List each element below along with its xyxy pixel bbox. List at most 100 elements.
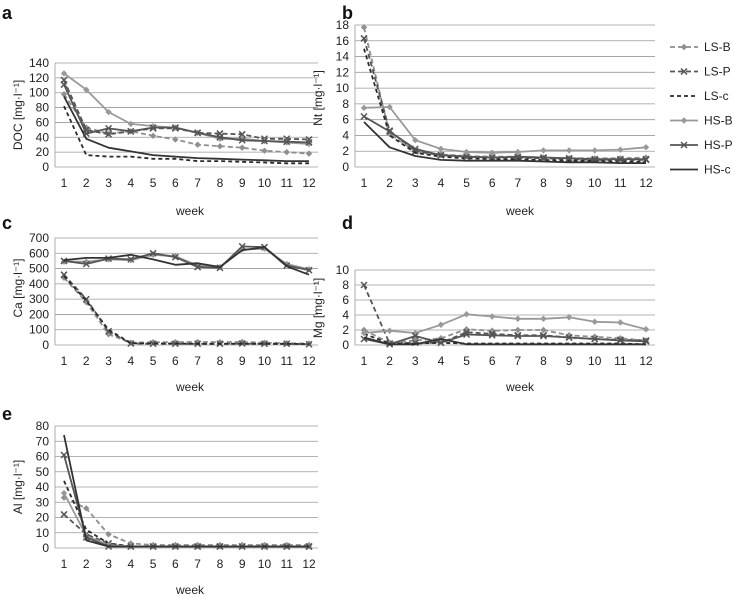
x-tick-label: 7 [514, 354, 521, 368]
series-hs-c [363, 336, 646, 346]
data-point [437, 321, 445, 328]
data-point [488, 331, 496, 339]
x-tick-label: 10 [588, 354, 602, 368]
legend-item-ls-c: LS-c [670, 89, 729, 103]
x-tick-label: 1 [61, 354, 68, 368]
data-point [514, 326, 522, 334]
series-line-ls-p [363, 284, 647, 345]
panel-letter-b: b [342, 3, 353, 23]
series-ls-p [360, 281, 650, 348]
data-point [149, 249, 157, 257]
series-line-hs-c [63, 246, 310, 276]
data-point [360, 112, 368, 121]
legend-label: LS-B [704, 40, 731, 54]
x-tick-label: 12 [639, 176, 653, 190]
series-ls-p [60, 76, 313, 144]
data-point [60, 489, 68, 497]
x-tick-label: 8 [217, 176, 224, 190]
y-tick-label: 60 [36, 450, 50, 464]
data-point [238, 144, 246, 151]
x-tick-label: 5 [463, 176, 470, 190]
y-tick-label: 100 [29, 323, 49, 337]
data-point [386, 103, 393, 111]
x-tick-label: 5 [150, 176, 157, 190]
data-point [463, 153, 471, 161]
x-tick-label: 8 [540, 354, 547, 368]
data-point [540, 326, 547, 334]
data-point [463, 330, 471, 339]
series-line-ls-c [63, 480, 309, 548]
x-tick-label: 9 [239, 557, 246, 571]
series-line-ls-b [363, 328, 647, 344]
series-line-hs-p [363, 115, 646, 160]
x-tick-label: 2 [83, 557, 90, 571]
y-tick-label: 4 [342, 128, 349, 142]
y-tick-label: 18 [336, 18, 350, 32]
x-tick-label: 6 [172, 176, 179, 190]
data-point [488, 149, 496, 156]
series-hs-p [60, 451, 313, 551]
data-point [194, 141, 201, 148]
data-point [105, 541, 112, 549]
x-tick-label: 6 [489, 176, 496, 190]
y-axis-label: DOC [mg·l⁻¹] [11, 80, 25, 150]
data-point [60, 81, 68, 89]
data-point [172, 136, 179, 143]
data-point [437, 145, 445, 153]
y-tick-label: 14 [336, 50, 350, 64]
panel-letter-d: d [342, 213, 353, 233]
data-point [617, 319, 624, 326]
data-point [194, 129, 202, 137]
series-line-hs-c [363, 336, 646, 346]
data-point [411, 332, 419, 340]
data-point [283, 148, 290, 156]
x-axis-label: week [175, 380, 205, 394]
x-tick-label: 11 [280, 176, 293, 190]
series-ls-c [363, 48, 646, 163]
series-hs-b [60, 489, 313, 550]
x-tick-label: 11 [280, 354, 293, 368]
y-tick-label: 600 [29, 246, 49, 260]
y-tick-label: 0 [42, 160, 49, 174]
series-line-hs-b [64, 247, 310, 271]
data-point [260, 137, 268, 145]
panel-letter-a: a [2, 3, 13, 23]
series-hs-c [63, 434, 309, 548]
series-ls-c [63, 105, 309, 165]
x-tick-label: 5 [463, 354, 470, 368]
data-point [642, 144, 650, 151]
y-tick-label: 6 [342, 113, 349, 127]
y-tick-label: 2 [342, 144, 349, 158]
data-point [360, 104, 368, 112]
series-hs-b [60, 70, 313, 148]
x-tick-label: 8 [217, 354, 224, 368]
data-point [565, 147, 573, 154]
y-tick-label: 700 [29, 231, 49, 245]
x-tick-label: 4 [438, 176, 445, 190]
x-tick-label: 4 [438, 354, 445, 368]
x-tick-label: 6 [489, 354, 496, 368]
data-point [642, 155, 650, 163]
y-tick-label: 20 [36, 145, 50, 159]
y-tick-label: 100 [29, 86, 49, 100]
series-hs-b [360, 103, 650, 156]
legend-marker [680, 141, 688, 149]
series-line-ls-c [63, 105, 309, 165]
x-tick-label: 6 [172, 354, 179, 368]
series-line-ls-b [63, 93, 310, 155]
x-tick-label: 6 [172, 557, 179, 571]
data-point [616, 155, 624, 163]
data-point [149, 122, 157, 130]
data-point [60, 271, 68, 279]
legend-label: LS-P [704, 65, 731, 79]
data-point [437, 339, 445, 347]
data-point [360, 281, 368, 289]
data-point [305, 266, 313, 274]
data-point [437, 151, 445, 159]
data-point [565, 333, 573, 342]
x-tick-label: 2 [386, 354, 393, 368]
data-point [216, 143, 224, 150]
x-tick-label: 2 [83, 176, 90, 190]
